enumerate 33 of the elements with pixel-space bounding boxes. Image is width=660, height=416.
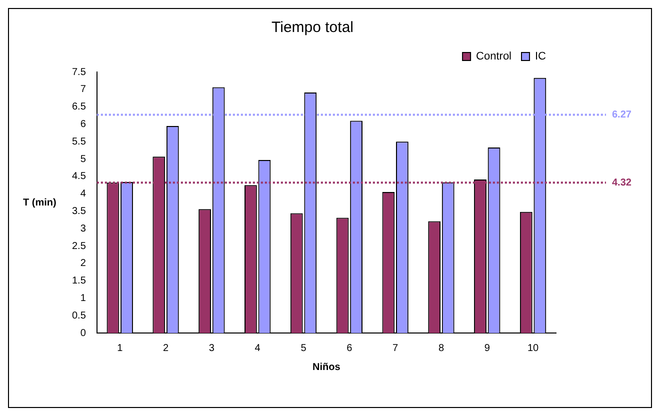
y-tick-label: 7 [80,84,86,96]
x-tick-label: 7 [392,342,399,354]
y-tick-label: 6.5 [72,102,86,113]
y-tick-label: 3 [80,223,86,234]
chart-title: Tiempo total [272,19,354,36]
y-tick-label: 6 [80,118,86,130]
y-tick-label: 7.5 [72,66,86,78]
x-tick-label: 8 [438,342,444,354]
y-tick-label: 1.5 [72,276,86,287]
y-axis-title: T (min) [23,197,56,208]
x-tick-label: 10 [527,342,540,354]
y-tick-label: 3.5 [72,206,86,217]
x-tick-label: 6 [346,342,353,354]
x-tick-label: 3 [208,342,215,354]
y-tick-label: 0.5 [72,310,86,322]
x-tick-label: 4 [254,342,261,354]
x-tick-label: 2 [162,342,169,354]
y-tick-label: 5.5 [72,136,86,148]
ref-line-label: 6.27 [612,110,632,121]
y-tick-label: 0 [80,328,86,339]
y-tick-label: 2 [80,258,86,270]
x-tick-label: 5 [300,342,307,354]
x-tick-label: 1 [117,342,124,354]
legend-label: Control [476,50,512,63]
ref-line-label: 4.32 [612,177,632,188]
y-tick-label: 5 [80,154,86,165]
legend-label: IC [535,50,546,63]
y-tick-label: 4 [80,188,86,200]
y-tick-label: 4.5 [72,171,86,182]
y-tick-label: 2.5 [72,240,86,252]
y-tick-label: 1 [80,292,86,304]
x-axis-title: Niños [312,362,341,373]
x-tick-label: 9 [484,342,490,354]
